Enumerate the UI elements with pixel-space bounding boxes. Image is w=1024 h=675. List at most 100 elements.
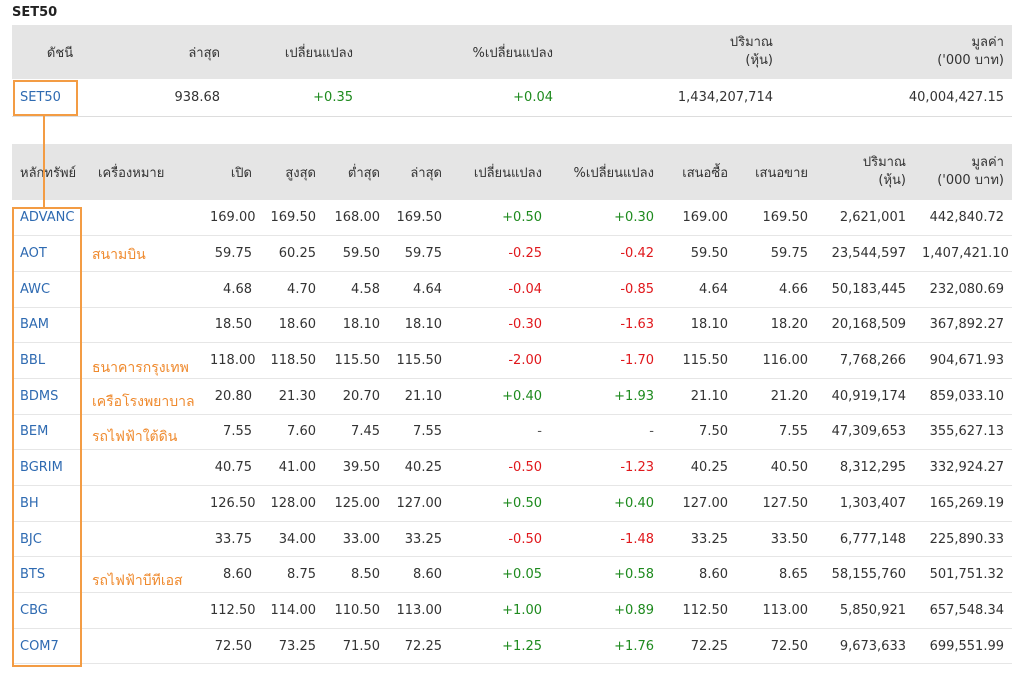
stock-bid: 8.60 xyxy=(699,567,728,583)
stock-pct-change: - xyxy=(649,424,654,440)
stock-symbol-link[interactable]: BJC xyxy=(20,531,42,547)
stock-brand-cell xyxy=(90,486,202,522)
stock-open: 20.80 xyxy=(214,388,252,404)
stock-bid: 18.10 xyxy=(690,317,728,333)
stock-symbol-link[interactable]: BAM xyxy=(20,317,50,333)
stock-offer: 18.20 xyxy=(770,317,808,333)
header-offer: เสนอขาย xyxy=(736,144,816,200)
stock-low: 8.50 xyxy=(351,567,380,583)
table-row: BBL 118.00 118.50 115.50 115.50 -2.00 -1.70 115… xyxy=(12,343,1012,379)
stock-pct-change: -1.48 xyxy=(620,531,654,547)
stock-last: 33.25 xyxy=(404,531,442,547)
stock-high: 18.60 xyxy=(278,317,316,333)
stock-value: 225,890.33 xyxy=(929,531,1004,547)
stock-bid: 112.50 xyxy=(682,602,729,618)
stock-value: 355,627.13 xyxy=(929,424,1004,440)
stock-pct-change: +1.76 xyxy=(614,638,654,654)
stock-change: -0.50 xyxy=(508,460,542,476)
annotation-bts: รถไฟฟ้าบีทีเอส xyxy=(92,573,183,589)
stock-volume: 20,168,509 xyxy=(831,317,906,333)
stock-offer: 40.50 xyxy=(770,460,808,476)
stock-high: 73.25 xyxy=(278,638,316,654)
stock-volume: 58,155,760 xyxy=(831,567,906,583)
stock-low: 59.50 xyxy=(342,246,380,262)
stock-open: 112.50 xyxy=(210,602,256,618)
stock-open: 18.50 xyxy=(214,317,252,333)
header-volume-line2: (หุ้น) xyxy=(745,53,773,68)
stock-low: 33.00 xyxy=(342,531,380,547)
stock-pct-change: +0.58 xyxy=(614,567,654,583)
stock-last: 59.75 xyxy=(404,246,442,262)
stock-pct-change: -0.85 xyxy=(620,281,654,297)
stock-high: 169.50 xyxy=(270,210,317,226)
stock-offer: 169.50 xyxy=(762,210,809,226)
stock-volume: 5,850,921 xyxy=(839,602,906,618)
header-value-line2: ('000 บาท) xyxy=(937,173,1004,188)
stock-low: 115.50 xyxy=(334,353,381,369)
stock-high: 41.00 xyxy=(278,460,316,476)
table-row: BH 126.50 128.00 125.00 127.00 +0.50 +0.40 127.… xyxy=(12,486,1012,522)
annotation-bbl: ธนาคารกรุงเทพ xyxy=(92,360,189,376)
stock-symbol-link[interactable]: COM7 xyxy=(20,638,59,654)
stock-pct-change: +1.93 xyxy=(614,388,654,404)
header-change: เปลี่ยนแปลง xyxy=(228,25,361,79)
stock-last: 7.55 xyxy=(413,424,442,440)
header-volume-line1: ปริมาณ xyxy=(729,35,773,50)
stock-low: 18.10 xyxy=(342,317,380,333)
stock-bid: 4.64 xyxy=(699,281,728,297)
stock-low: 39.50 xyxy=(342,460,380,476)
stock-volume: 7,768,266 xyxy=(839,353,906,369)
stock-symbol-link[interactable]: CBG xyxy=(20,602,48,618)
table-row: COM7 72.50 73.25 71.50 72.25 +1.25 +1.76 72.25 7… xyxy=(12,628,1012,664)
annotation-bdms: เครือโรงพยาบาล xyxy=(92,394,195,410)
stock-value: 904,671.93 xyxy=(929,353,1004,369)
stock-change: +1.25 xyxy=(502,638,542,654)
stock-symbol-link[interactable]: BH xyxy=(20,495,39,511)
stock-high: 8.75 xyxy=(287,567,316,583)
stock-symbol-link[interactable]: BBL xyxy=(20,353,46,369)
stock-offer: 33.50 xyxy=(770,531,808,547)
stock-symbol-link[interactable]: ADVANC xyxy=(20,210,75,226)
header-last: ล่าสุด xyxy=(108,25,228,79)
header-index: ดัชนี xyxy=(12,25,108,79)
stock-table: หลักทรัพย์ เครื่องหมาย เปิด สูงสุด ต่ำสุ… xyxy=(12,144,1012,664)
stock-bid: 169.00 xyxy=(682,210,729,226)
header-volume: ปริมาณ (หุ้น) xyxy=(816,144,914,200)
stock-change: +1.00 xyxy=(502,602,542,618)
stock-offer: 116.00 xyxy=(762,353,809,369)
stock-open: 126.50 xyxy=(210,495,256,511)
stock-symbol-link[interactable]: AOT xyxy=(20,246,47,262)
header-low: ต่ำสุด xyxy=(324,144,388,200)
stock-symbol-link[interactable]: BGRIM xyxy=(20,460,63,476)
header-brand: เครื่องหมาย xyxy=(90,144,202,200)
index-table: ดัชนี ล่าสุด เปลี่ยนแปลง %เปลี่ยนแปลง ปร… xyxy=(12,25,1012,117)
stock-change: -0.30 xyxy=(508,317,542,333)
stock-volume: 6,777,148 xyxy=(839,531,906,547)
stock-volume: 23,544,597 xyxy=(831,246,906,262)
table-row: AWC 4.68 4.70 4.58 4.64 -0.04 -0.85 4.64 4.66 50,… xyxy=(12,271,1012,308)
stock-offer: 8.65 xyxy=(779,567,808,583)
stock-high: 60.25 xyxy=(278,246,316,262)
stock-high: 4.70 xyxy=(287,281,316,297)
stock-volume: 50,183,445 xyxy=(831,281,906,297)
stock-low: 125.00 xyxy=(334,495,381,511)
stock-pct-change: -1.23 xyxy=(620,460,654,476)
stock-header-row: หลักทรัพย์ เครื่องหมาย เปิด สูงสุด ต่ำสุ… xyxy=(12,144,1012,200)
header-value-line1: มูลค่า xyxy=(971,35,1004,50)
stock-brand-cell xyxy=(90,628,202,664)
stock-offer: 7.55 xyxy=(779,424,808,440)
stock-offer: 59.75 xyxy=(770,246,808,262)
stock-symbol-link[interactable]: BEM xyxy=(20,424,49,440)
stock-low: 71.50 xyxy=(342,638,380,654)
stock-symbol-link[interactable]: BDMS xyxy=(20,388,59,404)
stock-bid: 72.25 xyxy=(690,638,728,654)
stock-change: +0.50 xyxy=(502,210,542,226)
index-volume: 1,434,207,714 xyxy=(677,89,773,105)
stock-change: +0.05 xyxy=(502,567,542,583)
index-symbol-link[interactable]: SET50 xyxy=(20,89,61,105)
stock-symbol-link[interactable]: AWC xyxy=(20,281,51,297)
header-bid: เสนอซื้อ xyxy=(662,144,736,200)
stock-value: 442,840.72 xyxy=(929,210,1004,226)
stock-symbol-link[interactable]: BTS xyxy=(20,567,46,583)
stock-brand-cell xyxy=(90,200,202,236)
